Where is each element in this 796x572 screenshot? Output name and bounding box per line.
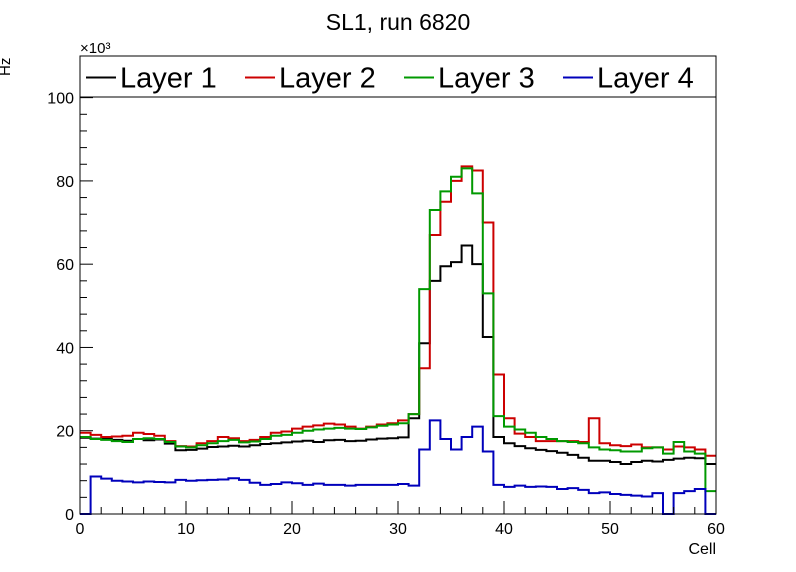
legend-item-3: Layer 3 [404,63,535,95]
y-tick-label: 80 [56,174,74,191]
chart-title: SL1, run 6820 [326,9,471,35]
legend-item-2: Layer 2 [245,63,376,95]
y-tick-label: 100 [47,91,74,108]
x-tick-label: 50 [601,521,619,538]
x-tick-label: 20 [283,521,301,538]
series-1 [80,244,716,466]
y-tick-label: 0 [65,507,74,524]
y-axis-multiplier: ×10³ [80,40,110,57]
y-tick-label: 40 [56,340,74,357]
y-axis-label: Hz [0,58,14,76]
legend-label: Layer 1 [120,63,217,95]
x-tick-label: 30 [389,521,407,538]
legend-label: Layer 4 [597,63,694,95]
series-3 [80,167,716,493]
x-tick-label: 40 [495,521,513,538]
y-tick-label: 20 [56,424,74,441]
legend-label: Layer 3 [438,63,535,95]
legend-item-4: Layer 4 [563,63,694,95]
series-line [80,419,716,515]
series-line [80,167,716,493]
x-tick-label: 0 [76,521,85,538]
x-axis-label: Cell [688,541,716,558]
legend: Layer 1 Layer 2 Layer 3 Layer 4 [79,55,717,98]
y-tick-label: 60 [56,257,74,274]
legend-box [79,55,717,98]
plot-area [80,165,716,515]
legend-item-1: Layer 1 [86,63,217,95]
series-4 [80,419,716,515]
axes: 0 10 20 30 40 50 60 0 20 40 60 80 100 [47,55,725,538]
legend-label: Layer 2 [279,63,376,95]
x-tick-label: 60 [707,521,725,538]
series-line [80,244,716,466]
x-tick-label: 10 [177,521,195,538]
